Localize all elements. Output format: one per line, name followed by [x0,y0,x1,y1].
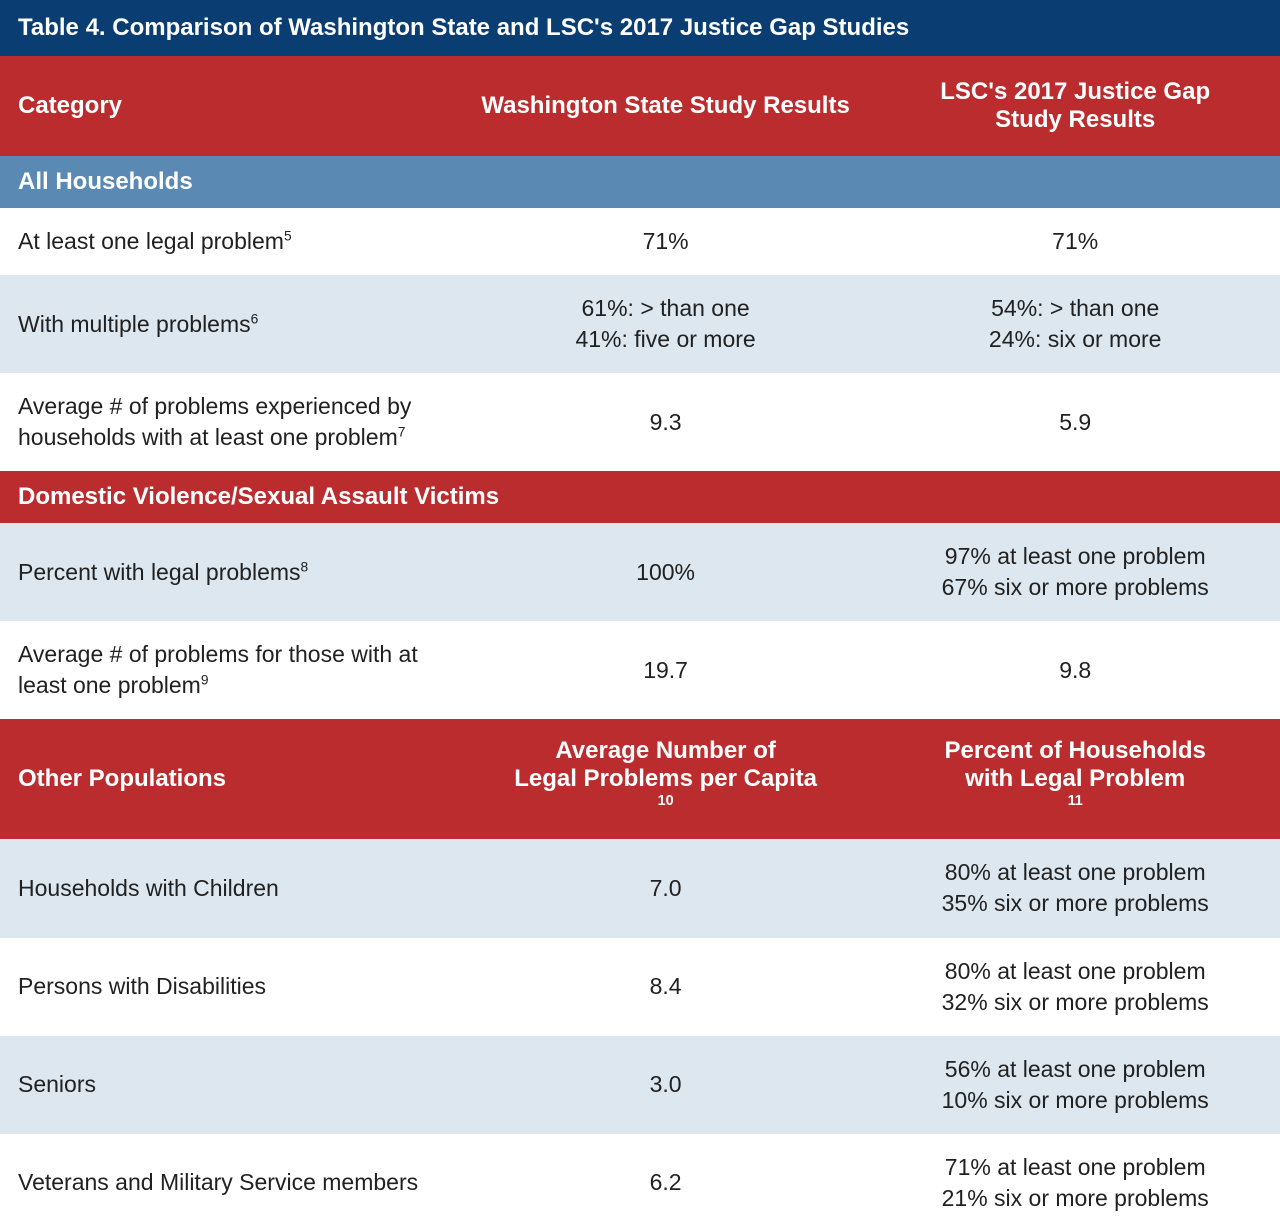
section-all-households-label: All Households [0,156,1280,208]
section-other-col2-sup: 10 [658,793,674,809]
col-wa: Washington State Study Results [461,56,871,156]
row-label: Households with Children [0,839,461,937]
row-label: Average # of problems experienced by hou… [0,373,461,471]
table-row: Average # of problems for those with at … [0,621,1280,719]
table-title: Table 4. Comparison of Washington State … [0,0,1280,56]
row-value-lsc: 97% at least one problem67% six or more … [870,523,1280,621]
table-row: Percent with legal problems8100%97% at l… [0,523,1280,621]
row-label: Veterans and Military Service members [0,1134,461,1232]
footnote-sup: 5 [284,228,292,243]
row-value-wa: 71% [461,208,871,275]
row-label: Persons with Disabilities [0,938,461,1036]
row-label: Seniors [0,1036,461,1134]
row-label: At least one legal problem5 [0,208,461,275]
row-value-lsc: 71% at least one problem21% six or more … [870,1134,1280,1232]
row-value-wa: 3.0 [461,1036,871,1134]
section-other-label: Other Populations [0,719,461,839]
row-label: Percent with legal problems8 [0,523,461,621]
table-row: Average # of problems experienced by hou… [0,373,1280,471]
row-value-wa: 19.7 [461,621,871,719]
footnote-sup: 7 [398,425,406,440]
table-row: Households with Children7.080% at least … [0,839,1280,937]
row-label: With multiple problems6 [0,275,461,373]
row-value-wa: 8.4 [461,938,871,1036]
row-value-lsc: 9.8 [870,621,1280,719]
row-value-lsc: 54%: > than one24%: six or more [870,275,1280,373]
row-value-lsc: 80% at least one problem32% six or more … [870,938,1280,1036]
col-lsc: LSC's 2017 Justice GapStudy Results [870,56,1280,156]
comparison-table: Table 4. Comparison of Washington State … [0,0,1280,1232]
footnote-sup: 8 [301,559,309,574]
col-category: Category [0,56,461,156]
section-other-header-row: Other Populations Average Number ofLegal… [0,719,1280,839]
row-value-lsc: 56% at least one problem10% six or more … [870,1036,1280,1134]
comparison-table-wrap: Table 4. Comparison of Washington State … [0,0,1280,1232]
row-value-wa: 9.3 [461,373,871,471]
section-other-col2-text: Average Number ofLegal Problems per Capi… [479,737,853,793]
section-dv-sa-label: Domestic Violence/Sexual Assault Victims [0,471,1280,523]
table-row: Veterans and Military Service members6.2… [0,1134,1280,1232]
column-header-row: Category Washington State Study Results … [0,56,1280,156]
row-value-wa: 6.2 [461,1134,871,1232]
section-other-col2: Average Number ofLegal Problems per Capi… [461,719,871,839]
table-row: Persons with Disabilities8.480% at least… [0,938,1280,1036]
footnote-sup: 9 [201,673,209,688]
row-value-wa: 7.0 [461,839,871,937]
section-other-col3: Percent of Householdswith Legal Problem1… [870,719,1280,839]
footnote-sup: 6 [251,311,259,326]
row-label: Average # of problems for those with at … [0,621,461,719]
row-value-lsc: 5.9 [870,373,1280,471]
section-dv-sa: Domestic Violence/Sexual Assault Victims [0,471,1280,523]
section-all-households: All Households [0,156,1280,208]
row-value-lsc: 80% at least one problem35% six or more … [870,839,1280,937]
table-title-row: Table 4. Comparison of Washington State … [0,0,1280,56]
table-row: At least one legal problem571%71% [0,208,1280,275]
section-other-col3-sup: 11 [1068,793,1083,809]
row-value-wa: 100% [461,523,871,621]
section-other-col3-text: Percent of Householdswith Legal Problem [888,737,1262,793]
table-row: With multiple problems661%: > than one41… [0,275,1280,373]
row-value-wa: 61%: > than one41%: five or more [461,275,871,373]
row-value-lsc: 71% [870,208,1280,275]
table-row: Seniors3.056% at least one problem10% si… [0,1036,1280,1134]
